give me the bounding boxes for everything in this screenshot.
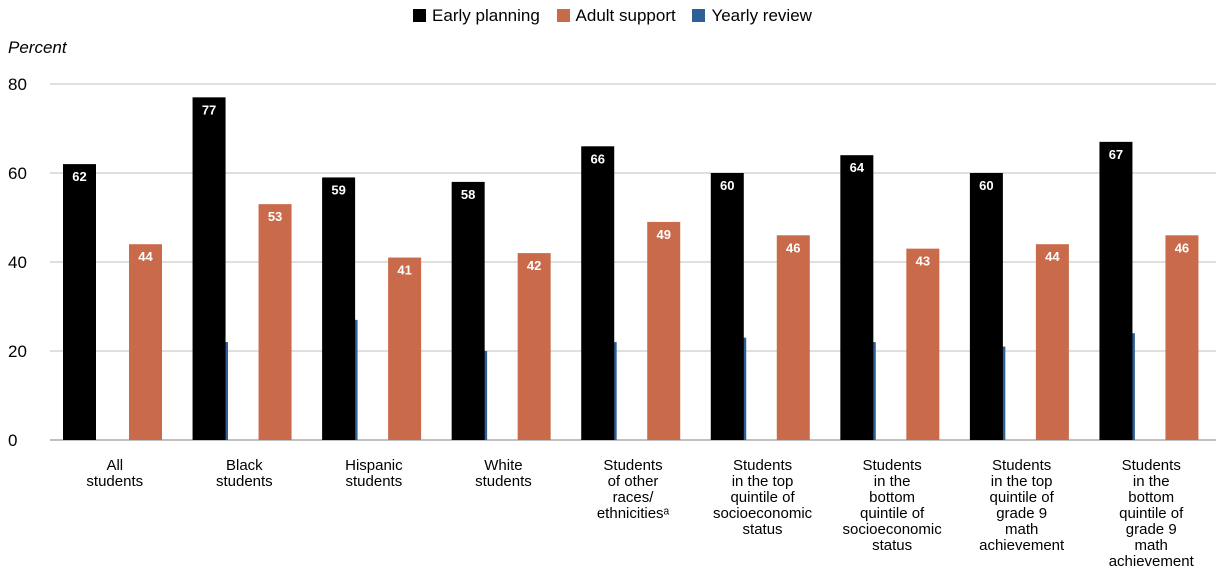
data-label: 62 (72, 169, 86, 184)
y-tick-label: 20 (8, 342, 27, 361)
data-label: 53 (268, 209, 282, 224)
bar (322, 177, 356, 440)
data-label: 59 (331, 182, 345, 197)
bar (258, 204, 292, 440)
y-axis-unit-label: Percent (8, 38, 67, 57)
data-label: 49 (656, 227, 670, 242)
legend-item-adult-support: Adult support (556, 6, 676, 26)
bar (517, 253, 551, 440)
bar (906, 248, 940, 440)
bar (129, 244, 162, 440)
bar (1035, 244, 1069, 440)
data-label: 46 (786, 240, 800, 255)
data-label: 46 (1175, 240, 1189, 255)
data-label: 66 (590, 151, 604, 166)
legend-item-yearly-review: Yearly review (692, 6, 812, 26)
data-label: 58 (461, 187, 475, 202)
x-tick-label: Students in the top quintile of socioeconom… (713, 457, 813, 538)
legend-label-early-planning: Early planning (432, 6, 540, 25)
y-tick-label: 40 (8, 253, 27, 272)
bar (1165, 235, 1199, 440)
data-label: 44 (1045, 249, 1060, 264)
y-tick-label: 80 (8, 75, 27, 94)
legend-swatch-adult-support (556, 9, 570, 22)
bar (969, 173, 1003, 440)
data-label: 41 (397, 263, 411, 278)
data-label: 64 (850, 160, 865, 175)
bar (1099, 141, 1133, 440)
data-label: 60 (979, 178, 993, 193)
data-label: 77 (202, 102, 216, 117)
x-tick-label: Students in the bottom quintile of grade 9 ma… (1109, 457, 1195, 570)
bar (776, 235, 810, 440)
legend-label-adult-support: Adult support (575, 6, 676, 25)
bar (581, 146, 615, 441)
data-label: 67 (1109, 147, 1123, 162)
bar (192, 97, 226, 440)
legend: Early planning Adult support Yearly revi… (0, 6, 1225, 26)
x-tick-label: Black students (216, 457, 273, 490)
legend-swatch-yearly-review (692, 9, 706, 22)
x-tick-label: All students (86, 457, 143, 490)
x-tick-label: Students in the top quintile of grade 9 math… (979, 457, 1065, 554)
bar (451, 181, 485, 440)
bar (840, 155, 874, 440)
x-tick-label: White students (475, 457, 532, 490)
bar (647, 221, 681, 440)
data-label: 42 (527, 258, 541, 273)
legend-label-yearly-review: Yearly review (711, 6, 812, 25)
y-tick-label: 0 (8, 431, 17, 450)
data-label: 44 (138, 249, 153, 264)
data-label: 43 (916, 254, 930, 269)
x-tick-label: Students in the bottom quintile of socioecon… (843, 457, 943, 554)
x-tick-label: Students of other races/ethnicitiesᵃ (597, 457, 670, 522)
x-tick-label: Hispanic students (345, 457, 403, 490)
bar (710, 173, 744, 440)
legend-swatch-early-planning (413, 9, 427, 22)
y-tick-label: 60 (8, 164, 27, 183)
data-label: 60 (720, 178, 734, 193)
bar (63, 164, 96, 440)
bar (388, 257, 422, 440)
legend-item-early-planning: Early planning (413, 6, 540, 26)
